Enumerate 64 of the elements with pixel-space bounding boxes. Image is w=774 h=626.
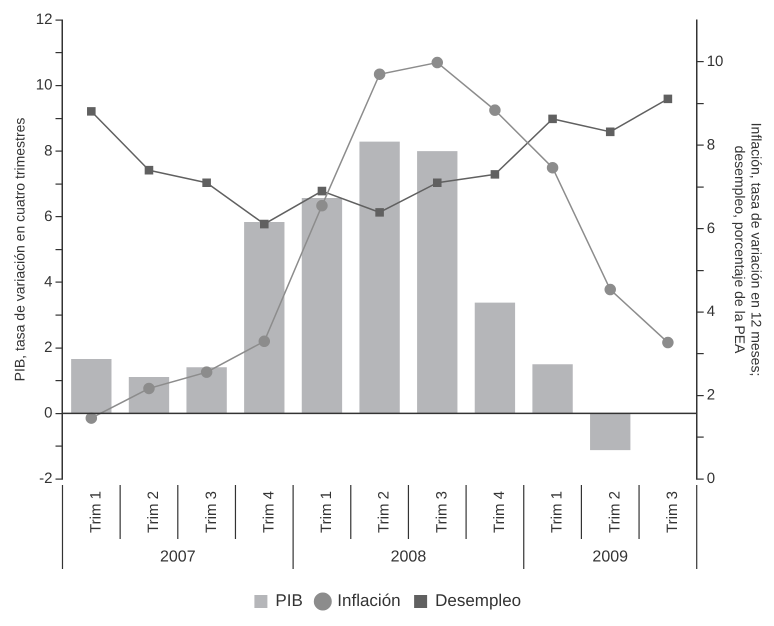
point (489, 104, 501, 116)
x-tick-label: Trim 4 (260, 491, 278, 533)
point (200, 366, 212, 378)
bar (359, 142, 400, 413)
bar (590, 414, 630, 450)
bar (71, 359, 112, 413)
y2-tick-label: 2 (706, 386, 716, 404)
x-tick-label: Trim 2 (145, 491, 162, 533)
y-tick-label: -2 (39, 470, 52, 488)
bar (302, 198, 342, 413)
point (86, 412, 98, 424)
y2-tick-label: 0 (706, 470, 716, 488)
point (202, 178, 211, 188)
x-tick-label: Trim 1 (548, 491, 566, 533)
point (604, 284, 616, 296)
point (432, 56, 444, 68)
x-tick-label: Trim 3 (664, 491, 682, 533)
y-tick-label: 12 (36, 11, 52, 28)
point (606, 128, 615, 136)
point (546, 162, 558, 174)
point (374, 68, 386, 80)
y-tick-label: 2 (44, 339, 52, 356)
x-tick-label: Trim 2 (376, 491, 393, 533)
y-tick-label: 4 (44, 273, 52, 290)
point (490, 170, 500, 179)
y-tick-label: 0 (44, 404, 52, 422)
y2-tick-label: 8 (706, 136, 716, 154)
x-tick-label: Trim 3 (433, 491, 450, 533)
point (548, 114, 557, 124)
y-tick-label: 10 (36, 76, 52, 94)
bar (186, 367, 227, 413)
y2-tick-label: 10 (706, 52, 724, 70)
y-axis-title: PIB, tasa de variación en cuatro trimestres (11, 118, 28, 382)
x-tick-label: Trim 4 (491, 491, 508, 533)
point (664, 94, 672, 104)
text: 2009 (592, 548, 628, 566)
point (316, 200, 328, 212)
point (432, 178, 442, 188)
y2-tick-label: 6 (706, 220, 716, 237)
point (260, 220, 269, 228)
point (143, 382, 155, 394)
text: 2007 (160, 548, 196, 566)
y-tick-label: 8 (44, 142, 52, 160)
legend-label: Inflación (337, 591, 401, 610)
point (662, 336, 674, 348)
legend-label: PIB (275, 591, 303, 610)
text: 2008 (390, 548, 426, 566)
point (318, 186, 326, 196)
point (375, 208, 384, 217)
x-tick-label: Trim 1 (318, 491, 336, 533)
point (258, 336, 270, 348)
bar (417, 151, 458, 413)
legend-label: Desempleo (435, 591, 522, 610)
point (144, 166, 154, 175)
point (87, 107, 96, 116)
bar (244, 222, 284, 413)
bar (474, 302, 516, 413)
y2-tick-label: 4 (706, 303, 716, 320)
x-tick-label: Trim 3 (202, 491, 220, 533)
x-tick-label: Trim 1 (87, 491, 104, 533)
y-tick-label: 6 (44, 208, 52, 225)
x-tick-label: Trim 2 (606, 491, 624, 533)
bar (532, 364, 573, 413)
y2-axis-title: Inflación, tasa de variación en 12 meses; desempleo, porcentaje de la PEA (732, 122, 765, 376)
